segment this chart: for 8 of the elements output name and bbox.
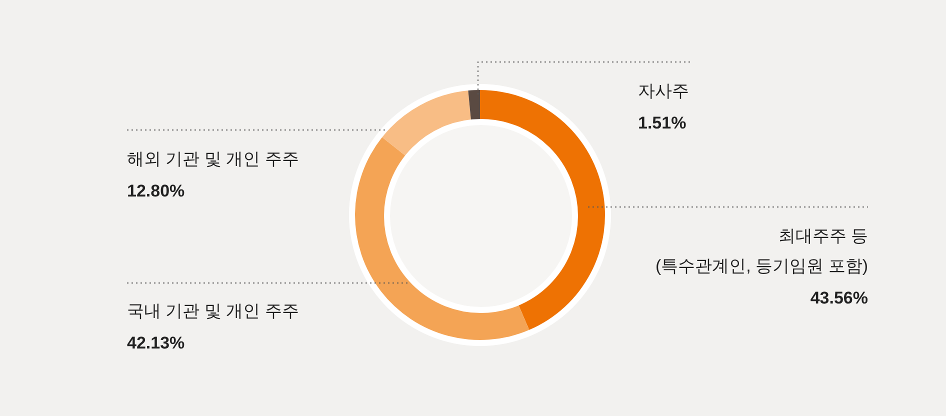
slice-label: 최대주주 등 (특수관계인, 등기임원 포함) [656, 226, 868, 276]
slice-label: 국내 기관 및 개인 주주 [127, 302, 299, 321]
data-label: 1.51% [638, 114, 686, 133]
slice-label: 자사주 [638, 82, 689, 101]
data-label: 12.80% [127, 182, 185, 201]
slice-label: 해외 기관 및 개인 주주 [127, 150, 299, 169]
data-label: 42.13% [127, 334, 185, 353]
data-label: 43.56% [810, 288, 868, 308]
